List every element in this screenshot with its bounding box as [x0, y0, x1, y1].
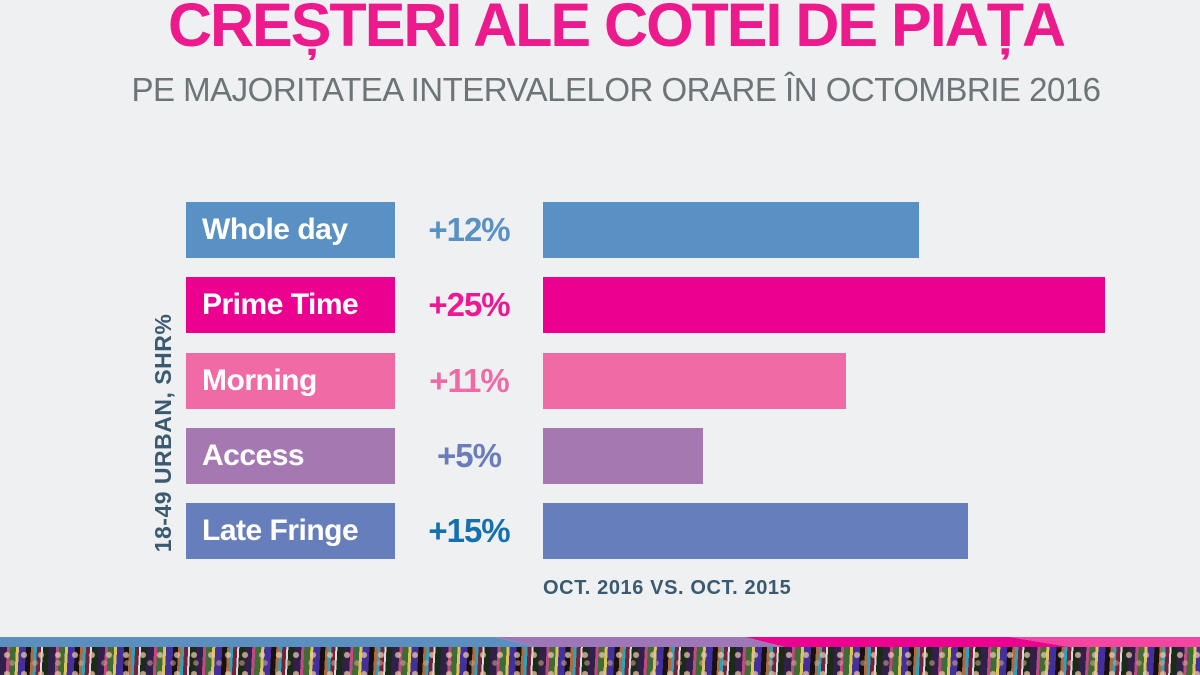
category-label: Whole day	[202, 213, 348, 246]
category-label-box: Access	[186, 428, 395, 484]
category-label-box: Morning	[186, 353, 395, 409]
bar	[543, 277, 1105, 333]
chart-row: Morning +11%	[0, 353, 1200, 409]
stripe-segment-magenta	[745, 637, 1070, 647]
category-label-box: Prime Time	[186, 277, 395, 333]
chart-row: Access +5%	[0, 428, 1200, 484]
value-label: +11%	[429, 362, 510, 399]
value-label: +12%	[428, 211, 510, 248]
category-label: Late Fringe	[202, 514, 359, 547]
stripe-segment-purple	[495, 637, 785, 647]
value-label: +5%	[437, 437, 502, 474]
comparison-note: OCT. 2016 VS. OCT. 2015	[543, 577, 792, 599]
bar	[543, 503, 968, 559]
bar	[543, 428, 703, 484]
category-label-box: Whole day	[186, 202, 395, 258]
bar	[543, 353, 846, 409]
crowd-photo	[0, 647, 1200, 675]
chart-row: Late Fringe +15%	[0, 503, 1200, 559]
stripe-segment-pink	[1010, 637, 1200, 647]
stripe-segment-blue	[0, 637, 535, 647]
category-label: Morning	[202, 364, 317, 397]
category-label: Prime Time	[202, 288, 359, 321]
value-label: +15%	[428, 512, 510, 549]
page-title: CREȘTERI ALE COTEI DE PIAȚĂ	[167, 0, 1066, 59]
category-label: Access	[202, 439, 305, 472]
chart-row: Whole day +12%	[0, 202, 1200, 258]
page-subtitle: PE MAJORITATEA INTERVALELOR ORARE ÎN OCT…	[131, 71, 1101, 108]
chart-row: Prime Time +25%	[0, 277, 1200, 333]
bar	[543, 202, 919, 258]
category-label-box: Late Fringe	[186, 503, 395, 559]
value-label: +25%	[428, 286, 510, 323]
decorative-stripe	[0, 637, 1200, 647]
